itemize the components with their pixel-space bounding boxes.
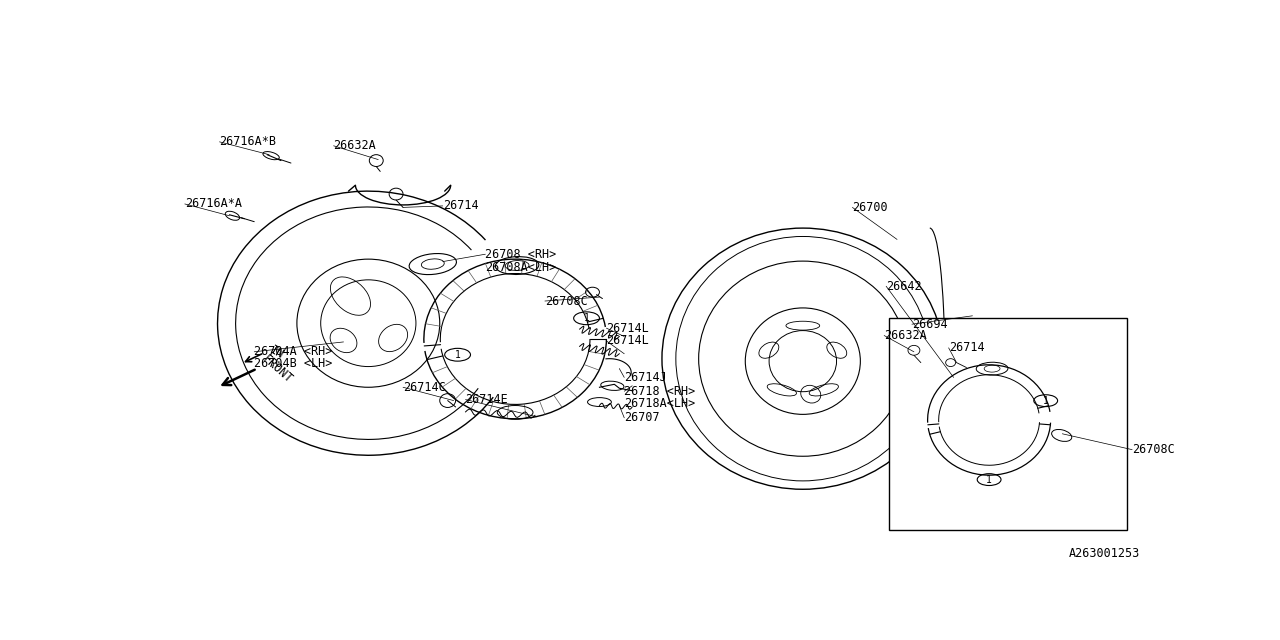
Bar [890, 318, 1128, 530]
Text: 26632A: 26632A [334, 140, 376, 152]
Text: 26714L: 26714L [607, 335, 649, 348]
Text: 26718 <RH>: 26718 <RH> [625, 385, 695, 397]
Text: 26632A: 26632A [884, 329, 927, 342]
Text: 26714: 26714 [443, 200, 479, 212]
Text: 26700: 26700 [852, 201, 888, 214]
Text: IN: IN [268, 344, 285, 362]
Text: 26708A<LH>: 26708A<LH> [485, 260, 557, 273]
Text: 26708 <RH>: 26708 <RH> [485, 248, 557, 260]
Text: 26704A <RH>: 26704A <RH> [255, 346, 333, 358]
Text: A263001253: A263001253 [1069, 547, 1140, 560]
Text: 26714: 26714 [948, 341, 984, 355]
Text: 1: 1 [1043, 396, 1048, 406]
Text: 26714J: 26714J [625, 371, 667, 384]
Text: 26716A*B: 26716A*B [220, 135, 276, 148]
Text: FRONT: FRONT [259, 352, 294, 386]
Text: 1: 1 [454, 349, 461, 360]
Text: 26718A<LH>: 26718A<LH> [625, 397, 695, 410]
Text: 26642: 26642 [886, 280, 922, 292]
Text: 26708C: 26708C [1132, 443, 1175, 456]
Text: 1: 1 [584, 313, 590, 323]
Text: 26714E: 26714E [466, 393, 508, 406]
Text: 26716A*A: 26716A*A [184, 198, 242, 211]
Text: 26714L: 26714L [607, 322, 649, 335]
Text: 26704B <LH>: 26704B <LH> [255, 357, 333, 370]
Text: 26707: 26707 [625, 412, 660, 424]
Text: 1: 1 [986, 475, 992, 484]
Text: 26714C: 26714C [403, 381, 445, 394]
Text: 26708C: 26708C [545, 294, 588, 308]
Text: 26694: 26694 [911, 317, 947, 331]
